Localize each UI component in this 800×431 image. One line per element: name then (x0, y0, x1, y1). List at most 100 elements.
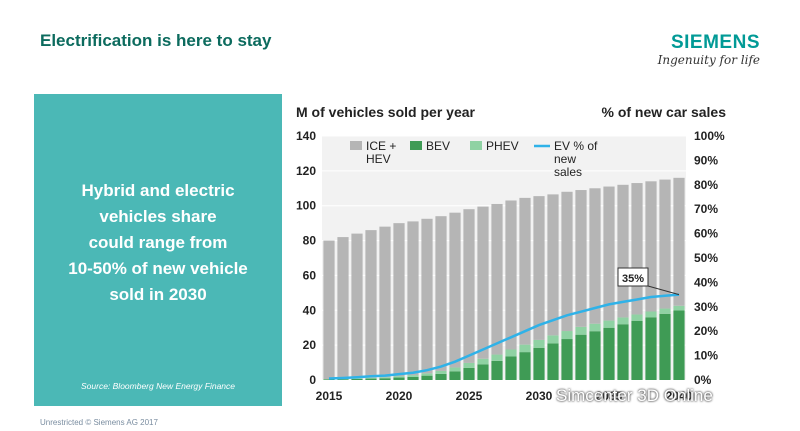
bar-phev-2036 (617, 317, 629, 325)
y-tick-label: 0 (309, 373, 316, 387)
bar-phev-2035 (603, 320, 615, 328)
y2-tick-label: 50% (694, 251, 718, 265)
legend-label: sales (554, 165, 582, 179)
bar-phev-2018 (365, 377, 377, 379)
bar-ice-hev-2039 (659, 179, 671, 309)
bar-ice-hev-2027 (491, 203, 503, 355)
callout-text: Hybrid and electric vehicles share could… (34, 178, 282, 308)
bar-phev-2024 (449, 367, 461, 372)
legend-swatch (350, 141, 362, 150)
y-tick-label: 140 (296, 129, 316, 143)
bar-bev-2037 (631, 320, 643, 380)
annotation-label: 35% (622, 273, 644, 285)
y2-tick-label: 80% (694, 178, 718, 192)
callout-line: sold in 2030 (109, 285, 207, 304)
y-tick-label: 60 (303, 268, 317, 282)
bar-bev-2024 (449, 371, 461, 380)
bar-bev-2038 (645, 317, 657, 380)
bar-ice-hev-2016 (337, 237, 349, 379)
bar-bev-2021 (407, 376, 419, 380)
callout-line: Hybrid and electric (81, 181, 235, 200)
bar-bev-2036 (617, 324, 629, 380)
callout-line: could range from (88, 233, 228, 252)
bar-bev-2016 (337, 379, 349, 380)
y2-tick-label: 60% (694, 227, 718, 241)
bar-ice-hev-2032 (561, 191, 573, 332)
source-note: Source: Bloomberg New Energy Finance (80, 381, 236, 391)
bar-phev-2020 (393, 376, 405, 378)
bar-phev-2030 (533, 339, 545, 348)
bar-phev-2034 (589, 323, 601, 332)
bar-bev-2015 (323, 379, 335, 380)
x-tick-label: 2025 (456, 389, 483, 403)
logo-wordmark: SIEMENS (670, 32, 760, 53)
legend-label: ICE + (366, 139, 396, 153)
y-tick-label: 100 (296, 199, 316, 213)
y2-tick-label: 20% (694, 324, 718, 338)
bar-ice-hev-2020 (393, 223, 405, 377)
callout-line: 10-50% of new vehicle (68, 259, 248, 278)
bar-ice-hev-2035 (603, 186, 615, 321)
x-tick-label: 2020 (386, 389, 413, 403)
right-axis-title: % of new car sales (601, 104, 726, 120)
bar-phev-2028 (505, 349, 517, 357)
annotation-box (617, 267, 649, 287)
y-tick-label: 80 (303, 234, 317, 248)
bar-phev-2021 (407, 375, 419, 377)
bar-ice-hev-2025 (463, 209, 475, 363)
y2-tick-label: 90% (694, 153, 718, 167)
bar-ice-hev-2029 (519, 197, 531, 345)
bar-ice-hev-2022 (421, 218, 433, 374)
bar-bev-2022 (421, 375, 433, 380)
bar-ice-hev-2019 (379, 226, 391, 378)
bar-phev-2019 (379, 377, 391, 379)
ev-share-line (328, 293, 680, 380)
bar-ice-hev-2030 (533, 196, 545, 340)
bar-bev-2028 (505, 356, 517, 380)
bar-bev-2039 (659, 313, 671, 380)
footer: Unrestricted © Siemens AG 2017 (40, 418, 158, 427)
bar-bev-2020 (393, 377, 405, 380)
bar-bev-2035 (603, 327, 615, 380)
bar-phev-2033 (575, 326, 587, 335)
x-tick-label: 2035 (596, 389, 623, 403)
bar-bev-2033 (575, 334, 587, 380)
y2-tick-label: 70% (694, 202, 718, 216)
siemens-logo: SIEMENS Ingenuity for life (636, 32, 760, 68)
bar-ice-hev-2031 (547, 194, 559, 336)
bar-ice-hev-2036 (617, 184, 629, 318)
legend-label: HEV (366, 152, 391, 166)
x-tick-label: 2015 (316, 389, 343, 403)
bar-phev-2029 (519, 344, 531, 353)
legend-label: new (554, 152, 576, 166)
bar-bev-2030 (533, 347, 545, 380)
bar-phev-2040 (673, 305, 685, 311)
callout-line: vehicles share (99, 207, 217, 226)
bar-ice-hev-2034 (589, 188, 601, 324)
legend-label: BEV (426, 139, 450, 153)
y2-tick-label: 100% (694, 129, 725, 143)
bar-bev-2034 (589, 331, 601, 380)
bar-bev-2025 (463, 367, 475, 380)
bar-ice-hev-2038 (645, 181, 657, 312)
bar-ice-hev-2021 (407, 221, 419, 376)
bar-phev-2032 (561, 331, 573, 340)
bar-phev-2027 (491, 354, 503, 361)
bar-bev-2032 (561, 339, 573, 380)
bar-ice-hev-2023 (435, 216, 447, 371)
bar-phev-2026 (477, 358, 489, 365)
bar-ice-hev-2028 (505, 200, 517, 350)
x-tick-label: 2030 (526, 389, 553, 403)
y2-tick-label: 0% (694, 373, 712, 387)
slide-title: Electrification is here to stay (40, 31, 272, 50)
bar-ice-hev-2026 (477, 206, 489, 359)
bar-bev-2023 (435, 373, 447, 380)
legend-label: PHEV (486, 139, 519, 153)
bar-bev-2031 (547, 343, 559, 380)
bar-ice-hev-2017 (351, 233, 363, 379)
bar-ice-hev-2037 (631, 183, 643, 315)
bar-phev-2037 (631, 314, 643, 321)
watermark: Simcenter 3D Online (556, 386, 713, 405)
bar-phev-2025 (463, 362, 475, 368)
bar-bev-2027 (491, 360, 503, 380)
